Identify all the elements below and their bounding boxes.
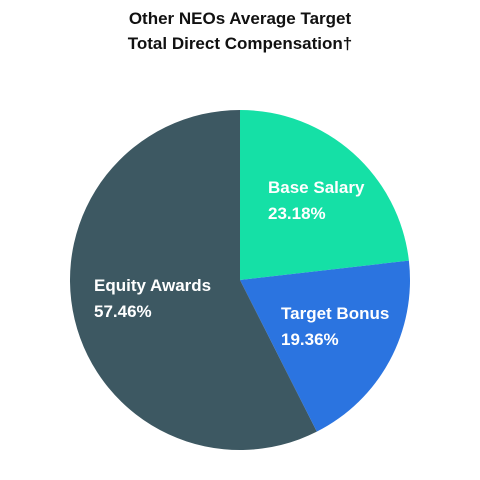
chart-title-line-2: Total Direct Compensation† (128, 34, 353, 53)
pie-labels: Base Salary 23.18% Target Bonus 19.36% Equit… (94, 178, 389, 349)
chart-title-line-1: Other NEOs Average Target (129, 9, 352, 28)
slice-value-target-bonus: 19.36% (281, 330, 339, 349)
pie-slices (69, 109, 411, 450)
pie-slice-equity-awards (69, 109, 317, 450)
slice-label-target-bonus: Target Bonus (281, 304, 389, 323)
slice-label-equity-awards: Equity Awards (94, 276, 211, 295)
slice-value-equity-awards: 57.46% (94, 302, 152, 321)
pie-slice-base-salary (240, 110, 409, 280)
slice-value-base-salary: 23.18% (268, 204, 326, 223)
pie-slice-target-bonus (240, 260, 411, 432)
slice-label-base-salary: Base Salary (268, 178, 365, 197)
